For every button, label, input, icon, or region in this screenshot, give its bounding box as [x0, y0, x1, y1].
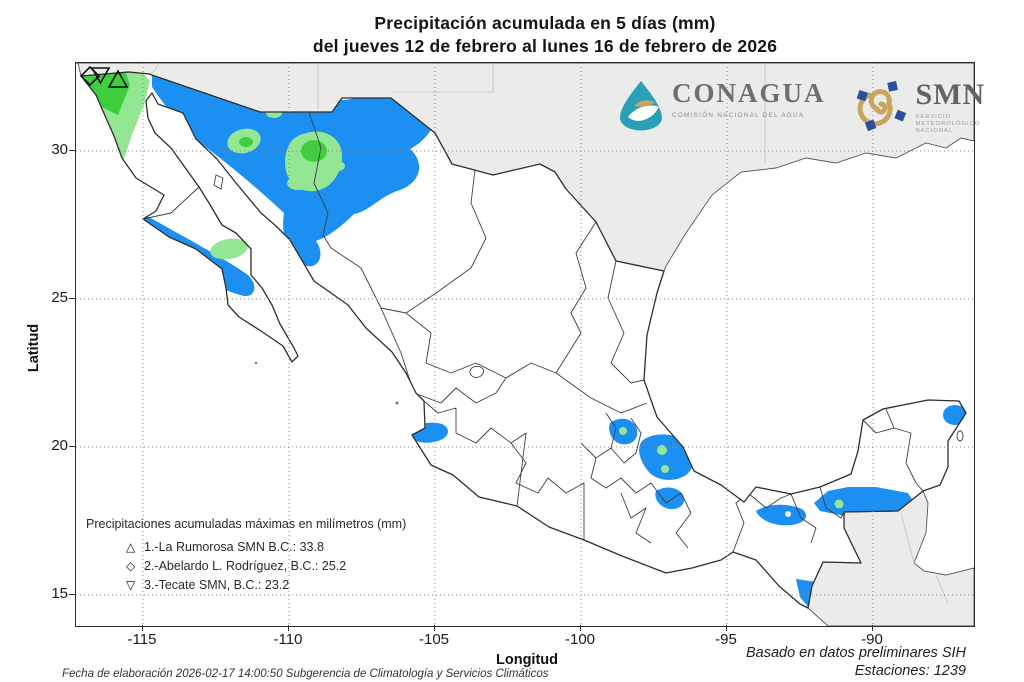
legend-item-label: 3.-Tecate SMN, B.C.: 23.2	[144, 578, 290, 592]
station-markers	[79, 65, 129, 88]
rain-area-east-3	[655, 487, 685, 510]
y-tick-20: 20	[51, 437, 68, 454]
conagua-tagline: COMISIÓN NACIONAL DEL AGUA	[672, 112, 805, 119]
rain-green-baja-core	[81, 72, 130, 115]
x-tick-95: -95	[715, 631, 737, 648]
rain-green-east-3	[661, 465, 669, 473]
rain-green-chihuahua-low	[287, 176, 309, 190]
x-tickmark	[288, 625, 290, 631]
x-tickmark	[726, 625, 728, 631]
conagua-wordmark: CONAGUA	[672, 78, 826, 108]
y-tickmark	[69, 594, 75, 596]
header-logos: CONAGUA COMISIÓN NACIONAL DEL AGUA SMN S…	[618, 78, 984, 140]
islas-marias	[395, 401, 399, 405]
x-axis-title: Longitud	[495, 652, 559, 668]
map-title-line2: del jueves 12 de febrero al lunes 16 de …	[312, 36, 778, 56]
rain-green-baja-sur	[210, 238, 248, 260]
x-tick-90: -90	[861, 631, 883, 648]
conagua-logo: CONAGUA COMISIÓN NACIONAL DEL AGUA	[618, 78, 826, 132]
y-axis-title: Latitud	[26, 323, 43, 373]
rain-white-dot	[785, 511, 791, 517]
rain-green-east-2	[657, 445, 667, 455]
marker-triangle-up-rumorosa	[107, 69, 129, 88]
diamond-icon: ◇	[126, 559, 136, 573]
x-tickmark	[434, 625, 436, 631]
elaboration-note: Fecha de elaboración 2026-02-17 14:00:50…	[62, 668, 549, 680]
x-tickmark	[872, 625, 874, 631]
graticule-lines	[76, 63, 974, 626]
map-title-line1: Precipitación acumulada en 5 días (mm)	[374, 13, 716, 33]
x-tick-105: -105	[418, 631, 450, 648]
x-tickmark	[580, 625, 582, 631]
legend-item-rumorosa: △ 1.-La Rumorosa SMN B.C.: 33.8	[86, 538, 506, 557]
stations-count: Estaciones: 1239	[854, 663, 966, 679]
marker-diamond-abelardo	[79, 65, 101, 87]
usa-state-borders	[148, 63, 949, 604]
smn-wordmark: SMN	[915, 78, 986, 111]
x-tick-115: -115	[127, 631, 157, 648]
smn-logo: SMN SERVICIO METEOROLÓGICO NACIONAL	[854, 78, 986, 135]
rain-area-east-2	[639, 434, 695, 480]
mexico-precipitation-map	[76, 63, 974, 626]
legend: Precipitaciones acumuladas máximas en mi…	[86, 517, 506, 595]
state-borders	[142, 108, 924, 553]
y-tick-25: 25	[51, 289, 68, 306]
legend-item-abelardo: ◇ 2.-Abelardo L. Rodríguez, B.C.: 25.2	[86, 557, 506, 576]
triangle-down-icon: ▽	[126, 578, 136, 592]
x-tickmark	[142, 625, 144, 631]
rain-green-small-b	[331, 161, 345, 171]
rain-green-tabasco	[834, 499, 844, 509]
legend-item-label: 1.-La Rumorosa SMN B.C.: 33.8	[144, 540, 324, 554]
triangle-up-icon: △	[126, 540, 136, 554]
x-tick-100: -100	[564, 631, 596, 648]
isla-small	[254, 361, 258, 365]
y-tick-30: 30	[51, 141, 68, 158]
state-borders-layer	[142, 108, 924, 553]
mexico-outline	[80, 71, 967, 609]
y-tickmark	[69, 150, 75, 152]
y-tick-15: 15	[51, 585, 68, 602]
map-title: Precipitación acumulada en 5 días (mm) d…	[165, 12, 925, 58]
smn-tagline: SERVICIO METEOROLÓGICO NACIONAL	[915, 114, 981, 134]
rain-area-veracruz-south	[756, 504, 807, 526]
x-tick-110: -110	[273, 631, 303, 648]
rain-green-east-1	[619, 427, 627, 435]
map-plot-area: Precipitaciones acumuladas máximas en mi…	[75, 62, 975, 627]
y-tickmark	[69, 446, 75, 448]
rain-green-core-1	[239, 137, 253, 147]
marker-triangle-down-tecate	[90, 67, 111, 85]
isla-cozumel	[956, 430, 964, 442]
legend-title: Precipitaciones acumuladas máximas en mi…	[86, 517, 407, 531]
source-note: Basado en datos preliminares SIH	[745, 645, 966, 661]
legend-item-tecate: ▽ 3.-Tecate SMN, B.C.: 23.2	[86, 576, 506, 595]
legend-item-label: 2.-Abelardo L. Rodríguez, B.C.: 25.2	[144, 559, 347, 573]
isla-tiburon	[213, 174, 224, 190]
conagua-drop-icon	[620, 81, 662, 131]
y-tickmark	[69, 298, 75, 300]
smn-spiral-icon	[856, 81, 906, 132]
